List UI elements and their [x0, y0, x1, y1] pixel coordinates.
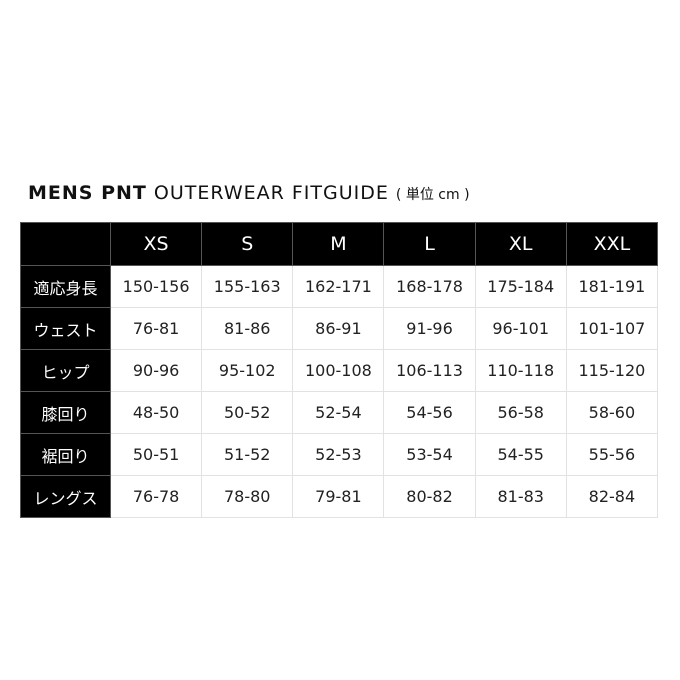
- table-cell: 76-78: [109, 475, 203, 518]
- table-cell: 78-80: [201, 475, 294, 518]
- table-cell: 50-52: [201, 391, 294, 434]
- title-rest: OUTERWEAR FITGUIDE: [153, 182, 389, 204]
- row-label: 膝回り: [20, 391, 111, 434]
- table-cell: 54-56: [383, 391, 476, 434]
- table-cell: 106-113: [383, 349, 476, 392]
- table-cell: 81-83: [474, 475, 567, 518]
- table-cell: 101-107: [565, 307, 659, 350]
- size-header: XS: [109, 222, 203, 266]
- table-row: 膝回り 48-50 50-52 52-54 54-56 56-58 58-60: [20, 391, 659, 434]
- table-cell: 82-84: [565, 475, 659, 518]
- table-row: 適応身長 150-156 155-163 162-171 168-178 175-184 1…: [20, 265, 659, 308]
- row-label: 適応身長: [20, 265, 111, 308]
- table-cell: 79-81: [292, 475, 385, 518]
- table-cell: 115-120: [565, 349, 659, 392]
- table-cell: 52-53: [292, 433, 385, 476]
- title-bold: MENS PNT: [28, 182, 147, 204]
- table-cell: 162-171: [292, 265, 385, 308]
- size-header: L: [383, 222, 476, 266]
- table-row: ヒップ 90-96 95-102 100-108 106-113 110-118 115-1…: [20, 349, 659, 392]
- table-cell: 100-108: [292, 349, 385, 392]
- table-cell: 90-96: [109, 349, 203, 392]
- size-header: XL: [474, 222, 567, 266]
- corner-cell: [20, 222, 111, 266]
- table-cell: 51-52: [201, 433, 294, 476]
- table-cell: 168-178: [383, 265, 476, 308]
- size-header: M: [292, 222, 385, 266]
- table-cell: 52-54: [292, 391, 385, 434]
- table-cell: 54-55: [474, 433, 567, 476]
- unit-label: ( 単位 cm ): [395, 187, 470, 203]
- table-cell: 76-81: [109, 307, 203, 350]
- size-chart-table: XS S M L XL XXL 適応身長 150-156 155-163 162-171 168-…: [20, 222, 659, 518]
- table-cell: 181-191: [565, 265, 659, 308]
- table-row: ウェスト 76-81 81-86 86-91 91-96 96-101 101-107: [20, 307, 659, 350]
- header-row: XS S M L XL XXL: [20, 222, 659, 266]
- table-cell: 86-91: [292, 307, 385, 350]
- table-cell: 175-184: [474, 265, 567, 308]
- table-cell: 56-58: [474, 391, 567, 434]
- table-cell: 150-156: [109, 265, 203, 308]
- table-row: 裾回り 50-51 51-52 52-53 53-54 54-55 55-56: [20, 433, 659, 476]
- size-header: S: [201, 222, 294, 266]
- table-cell: 50-51: [109, 433, 203, 476]
- table-cell: 95-102: [201, 349, 294, 392]
- size-header: XXL: [565, 222, 659, 266]
- table-cell: 80-82: [383, 475, 476, 518]
- row-label: ヒップ: [20, 349, 111, 392]
- row-label: レングス: [20, 475, 111, 518]
- table-cell: 58-60: [565, 391, 659, 434]
- page-title: MENS PNT OUTERWEAR FITGUIDE ( 単位 cm ): [28, 182, 470, 204]
- table-cell: 110-118: [474, 349, 567, 392]
- table-cell: 53-54: [383, 433, 476, 476]
- table-cell: 91-96: [383, 307, 476, 350]
- table-cell: 55-56: [565, 433, 659, 476]
- table-row: レングス 76-78 78-80 79-81 80-82 81-83 82-84: [20, 475, 659, 518]
- table-cell: 155-163: [201, 265, 294, 308]
- table-cell: 48-50: [109, 391, 203, 434]
- table-cell: 96-101: [474, 307, 567, 350]
- row-label: ウェスト: [20, 307, 111, 350]
- row-label: 裾回り: [20, 433, 111, 476]
- table-cell: 81-86: [201, 307, 294, 350]
